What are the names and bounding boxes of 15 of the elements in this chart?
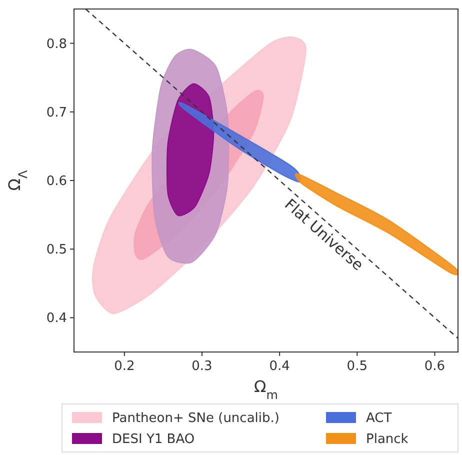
x-tick-label: 0.5: [346, 359, 368, 374]
x-tick-label: 0.4: [269, 359, 290, 374]
y-tick-label: 0.4: [46, 311, 67, 326]
x-tick-label: 0.6: [424, 359, 446, 374]
y-tick-label: 0.8: [46, 36, 67, 52]
y-tick-label: 0.5: [46, 242, 67, 258]
y-tick-label: 0.7: [46, 105, 67, 120]
x-tick-label: 0.3: [192, 359, 212, 374]
legend-label: Pantheon+ SNe (uncalib.): [112, 411, 280, 426]
legend-label: Planck: [366, 432, 409, 447]
legend-label: DESI Y1 BAO: [112, 432, 195, 447]
x-axis-title: Ω$_{m}$: [254, 377, 278, 402]
legend-label: ACT: [366, 411, 392, 426]
x-tick-label: 0.2: [114, 359, 135, 374]
y-tick-label: 0.6: [46, 174, 67, 189]
